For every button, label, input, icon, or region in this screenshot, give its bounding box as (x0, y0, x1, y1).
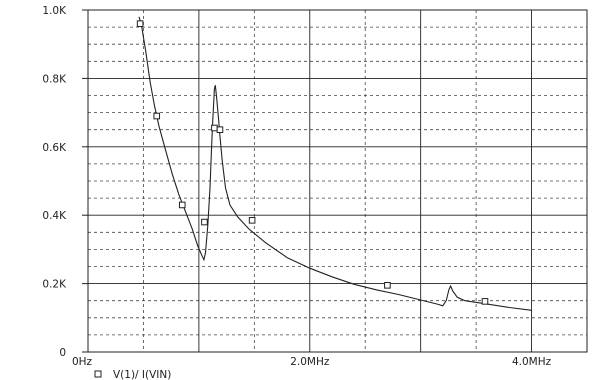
legend-square-icon (94, 370, 102, 378)
y-tick-label: 0.4K (42, 210, 67, 222)
series-marker (384, 282, 391, 289)
y-tick-label: 0.6K (42, 142, 67, 154)
x-axis-ticks: 0Hz 2.0MHz 4.0MHz (72, 356, 552, 368)
series-line (138, 16, 532, 311)
plot-frame (87, 9, 588, 353)
y-axis-ticks: 0 0.2K 0.4K 0.6K 0.8K 1.0K (42, 5, 88, 359)
x-tick-label: 2.0MHz (290, 356, 330, 368)
y-tick-label: 0.8K (42, 73, 67, 85)
series-marker (248, 217, 256, 224)
legend-label: V(1)/ I(VIN) (113, 369, 171, 380)
series-marker (211, 124, 218, 132)
major-grid (88, 10, 587, 352)
y-tick-label: 0.2K (42, 279, 67, 291)
legend: V(1)/ I(VIN) (94, 369, 171, 380)
x-tick-label: 4.0MHz (512, 356, 552, 368)
series-marker (136, 20, 144, 27)
series-marker (216, 126, 224, 134)
x-tick-label: 0Hz (72, 356, 93, 368)
minor-grid (88, 10, 587, 352)
series-marker (178, 201, 186, 209)
series-marker (201, 218, 208, 226)
y-tick-label: 1.0K (42, 5, 67, 17)
series-marker (153, 112, 161, 120)
y-tick-label: 0 (59, 347, 66, 359)
series-markers (136, 20, 489, 305)
series-marker (481, 298, 489, 305)
